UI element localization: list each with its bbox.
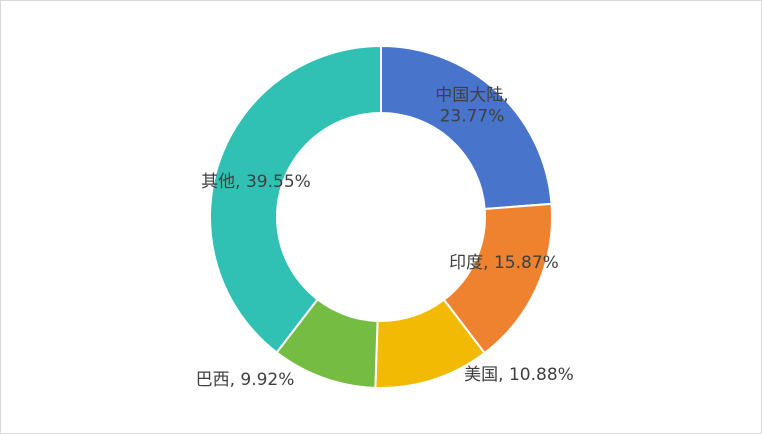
slice-label-line: 其他, 39.55%: [201, 172, 311, 192]
slice-label-5: 其他, 39.55%: [201, 172, 311, 192]
slice-label-1: 中国大陆, 23.77%: [435, 86, 508, 127]
slice-label-3: 美国, 10.88%: [464, 365, 574, 385]
slice-1: [380, 45, 553, 210]
slice-label-line: 美国, 10.88%: [464, 365, 574, 385]
slice-label-2: 印度, 15.87%: [449, 253, 559, 273]
labels-group: 中国大陆, 23.77% 印度, 15.87% 美国, 10.88% 巴西, 9.92%…: [196, 86, 574, 391]
slice-label-4: 巴西, 9.92%: [196, 370, 295, 390]
slice-5: [209, 45, 382, 354]
slices-group: [209, 45, 553, 389]
slice-label-line: 印度, 15.87%: [449, 253, 559, 273]
slice-label-line: 巴西, 9.92%: [196, 370, 295, 390]
slice-label-line: 中国大陆,: [435, 86, 508, 106]
slice-label-line: 23.77%: [440, 107, 505, 127]
